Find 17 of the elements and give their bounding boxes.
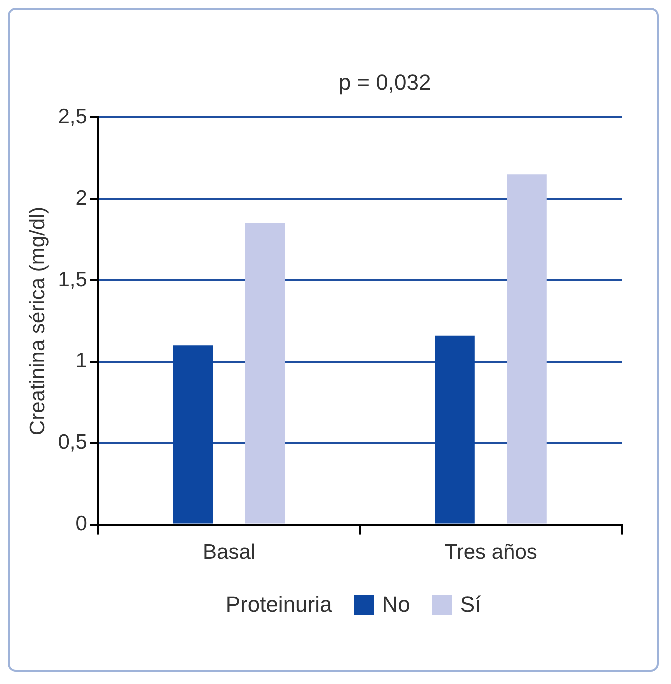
y-tick-label: 2,5	[58, 105, 88, 128]
legend-title: Proteinuria	[226, 592, 332, 618]
legend-label: No	[382, 592, 410, 618]
bar	[435, 336, 475, 524]
x-tick-label: Basal	[203, 541, 256, 564]
bar	[507, 174, 547, 524]
y-axis-title: Creatinina sérica (mg/dl)	[26, 206, 50, 436]
bar	[174, 346, 214, 524]
y-tick-label: 2	[76, 186, 88, 210]
bar	[245, 223, 286, 524]
y-tick-label: 0	[76, 512, 88, 536]
y-tick-label: 1	[76, 350, 88, 373]
y-tick-label: 1,5	[58, 268, 88, 292]
y-tick-label: 0,5	[58, 431, 88, 454]
text: p = 0,032	[338, 70, 432, 96]
x-tick-label: Tres años	[444, 541, 538, 564]
legend-label: Sí	[460, 592, 482, 618]
